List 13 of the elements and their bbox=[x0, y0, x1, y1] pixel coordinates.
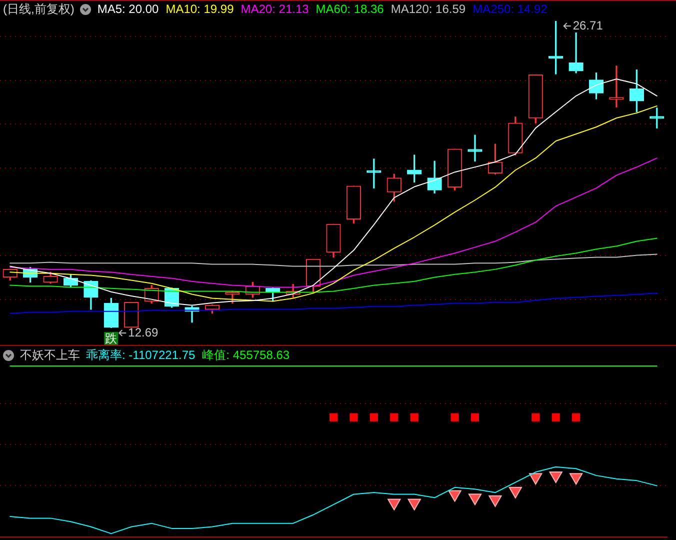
chart-title: (日线,前复权) bbox=[3, 2, 74, 17]
text: MA10: 19.99 bbox=[166, 2, 234, 17]
chart-title: 不妖不上车 bbox=[20, 348, 80, 363]
text: 乖离率: -1107221.75 bbox=[86, 348, 196, 363]
text: MA250: 14.92 bbox=[472, 2, 548, 17]
text: MA120: 16.59 bbox=[390, 2, 466, 17]
series-label: 峰值: 455758.63 bbox=[202, 348, 290, 363]
text: MA5: 20.00 bbox=[97, 2, 159, 17]
text: 12.69 bbox=[128, 325, 158, 340]
text: 26.71 bbox=[572, 18, 603, 32]
text: MA20: 21.13 bbox=[240, 2, 309, 17]
text: MA60: 18.36 bbox=[316, 2, 384, 17]
text: 跌 bbox=[105, 331, 118, 346]
